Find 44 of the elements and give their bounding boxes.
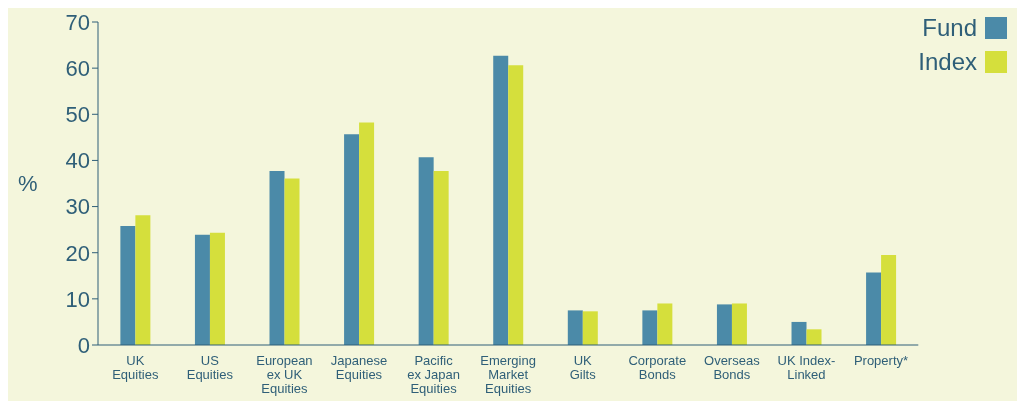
bar (120, 225, 136, 345)
x-tick-label: UK Index- Linked (777, 353, 836, 382)
y-tick-label: 30 (65, 194, 90, 220)
x-tick-label: Emerging Market Equities (480, 353, 536, 396)
bar (269, 171, 285, 345)
y-axis-title: % (18, 171, 38, 197)
legend-label: Index (918, 48, 977, 76)
x-tick-label: Property* (853, 353, 909, 368)
bar (418, 157, 434, 345)
bar (359, 122, 375, 345)
x-tick-label: UK Gilts (569, 353, 597, 382)
bar (135, 215, 151, 345)
x-tick-label: European ex UK Equities (256, 353, 313, 396)
bar (582, 311, 598, 345)
x-tick-label: Overseas Bonds (704, 353, 761, 382)
bar (731, 303, 747, 345)
bar (493, 55, 509, 345)
bar (791, 321, 807, 345)
y-tick-label: 40 (65, 148, 90, 174)
y-tick-label: 0 (77, 332, 90, 358)
x-tick-label: UK Equities (112, 353, 159, 382)
legend-label: Fund (922, 14, 977, 42)
bar (508, 65, 524, 345)
bar (284, 178, 300, 345)
x-tick-label: Corporate Bonds (628, 353, 687, 382)
bar (642, 310, 658, 345)
bar (806, 329, 822, 345)
x-tick-label: Pacific ex Japan Equities (407, 353, 460, 396)
y-tick-label: 10 (65, 286, 90, 312)
bar (716, 304, 732, 345)
bar (344, 134, 360, 345)
bar (194, 234, 210, 345)
bar (866, 272, 882, 345)
y-tick-label: 50 (65, 102, 90, 128)
bar (567, 310, 583, 345)
bar (657, 303, 673, 345)
x-tick-label: Japanese Equities (330, 353, 388, 382)
y-tick-label: 60 (65, 55, 90, 81)
y-tick-label: 70 (65, 9, 90, 35)
bar (433, 171, 449, 345)
y-tick-label: 20 (65, 240, 90, 266)
bar (209, 232, 225, 345)
bar (881, 255, 897, 345)
x-tick-label: US Equities (186, 353, 234, 382)
